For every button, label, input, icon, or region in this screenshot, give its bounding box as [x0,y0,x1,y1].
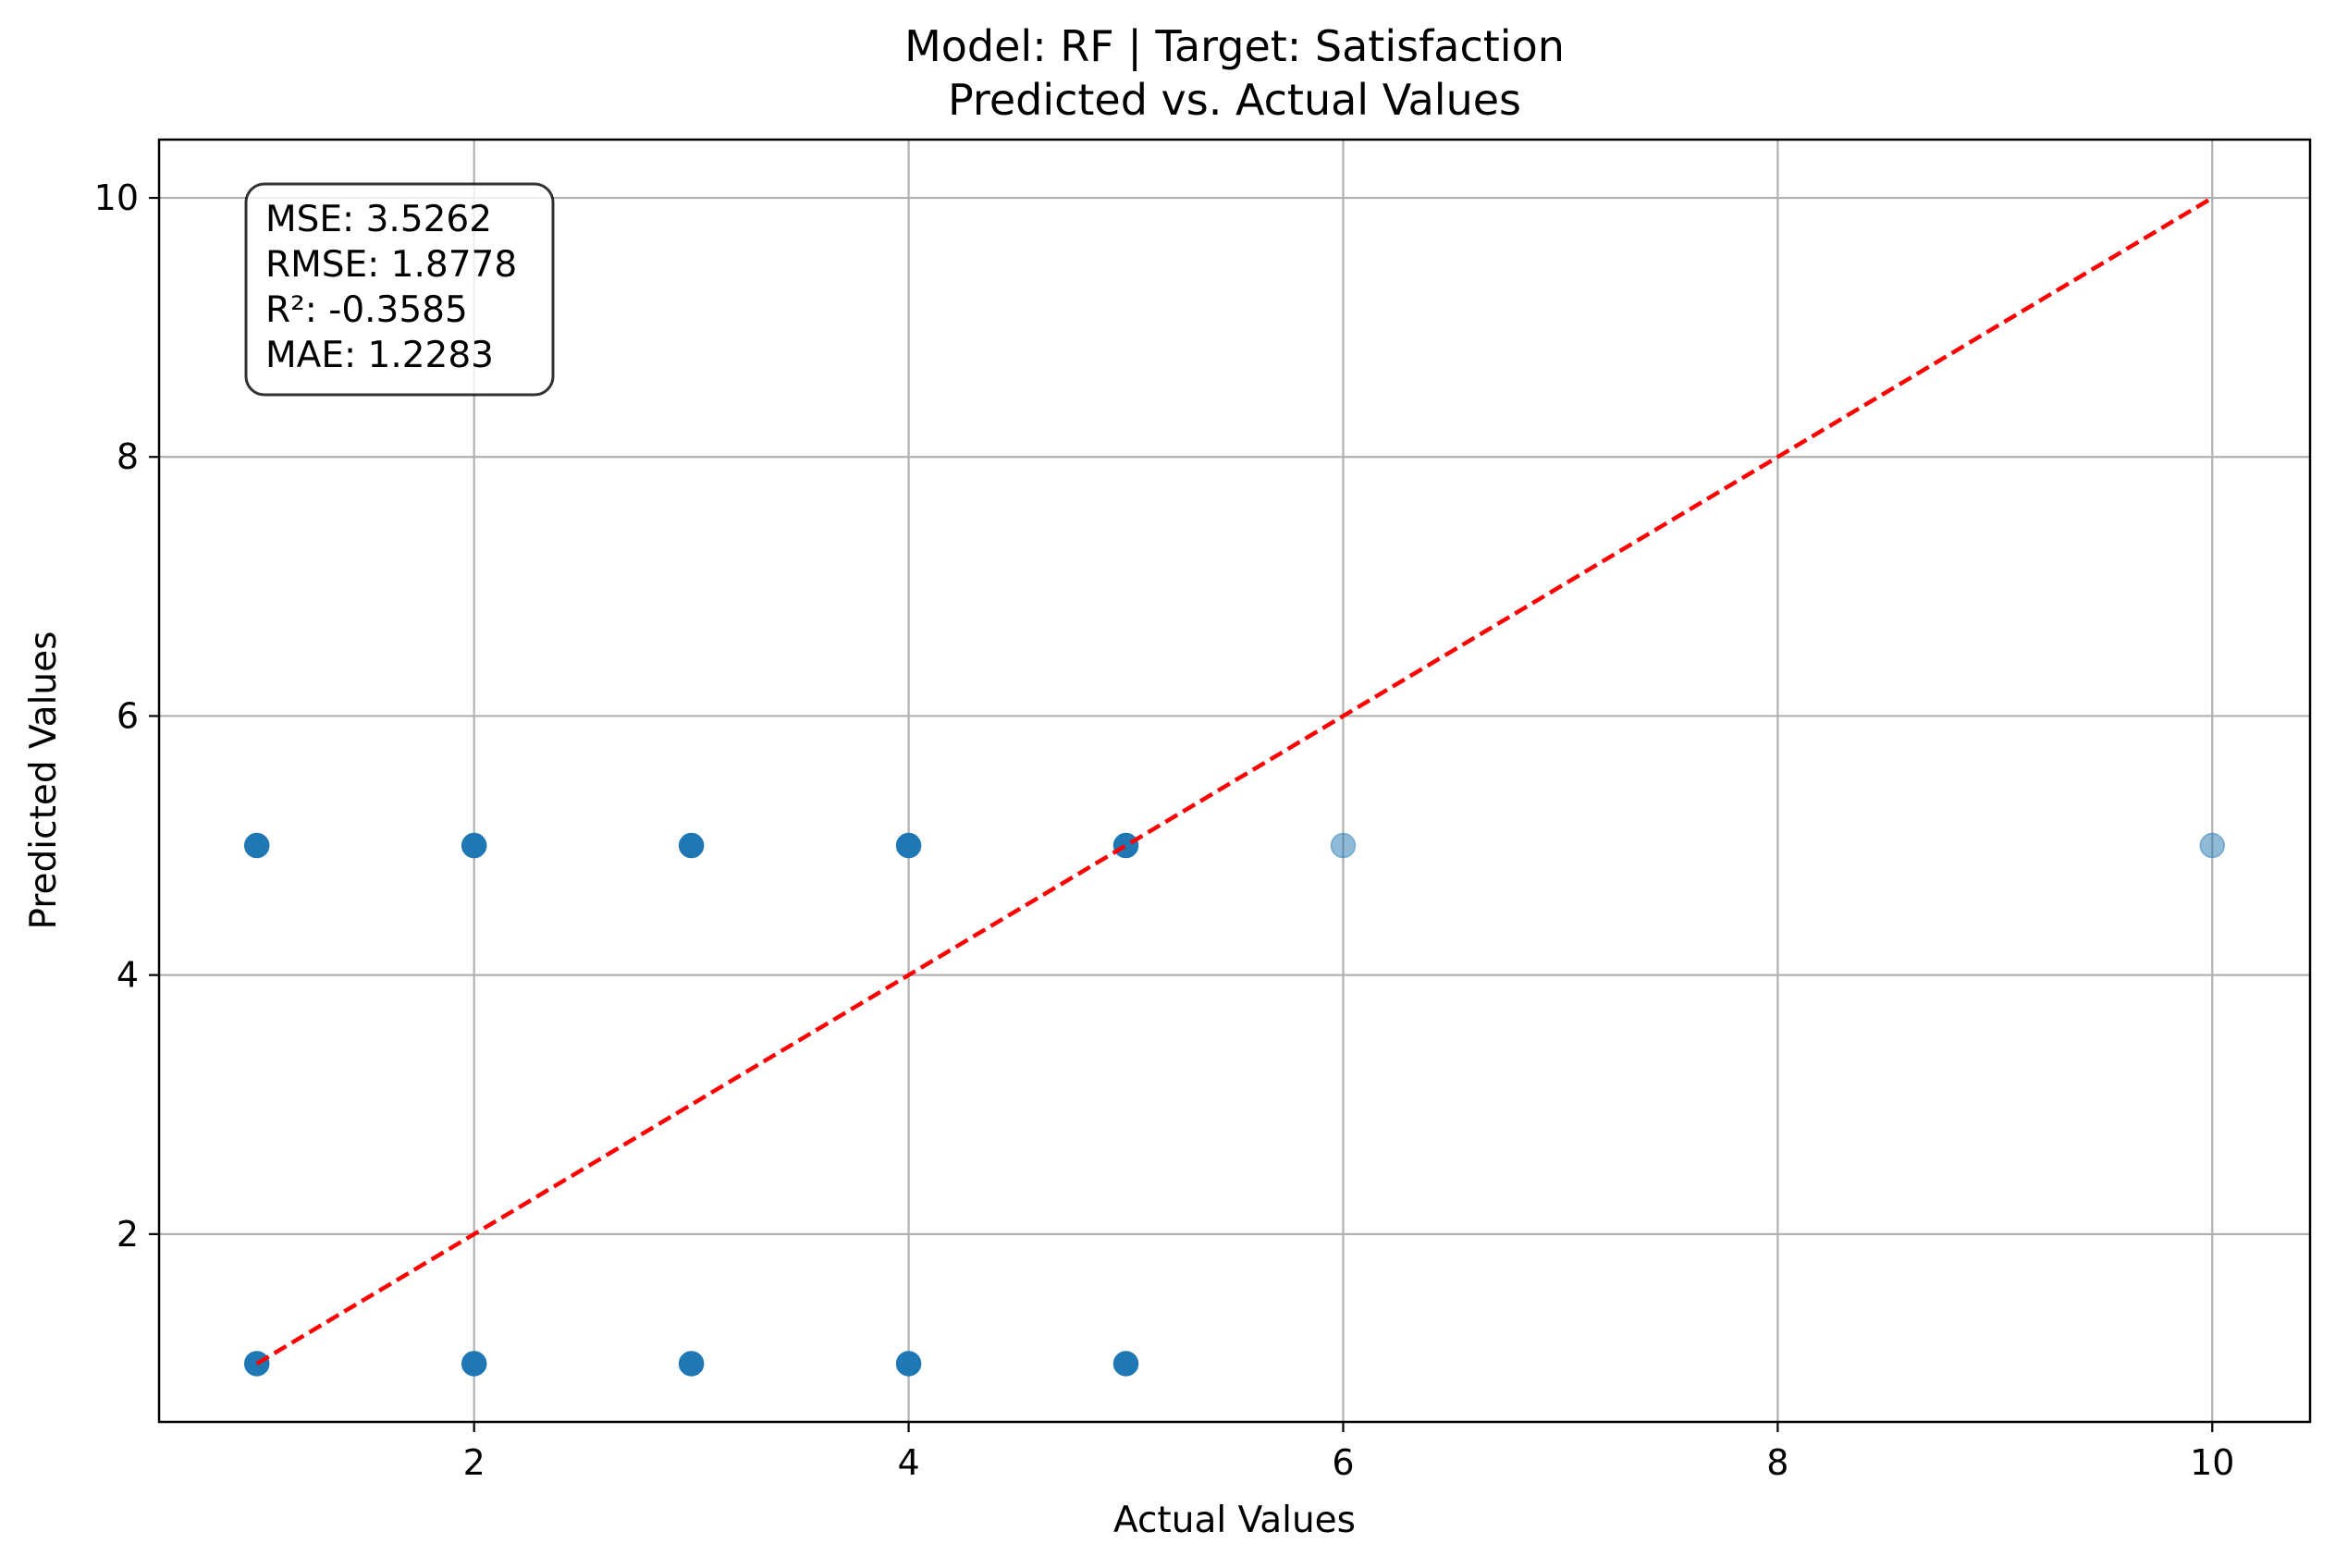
y-tick-label: 6 [117,695,139,736]
metric-mae: MAE: 1.2283 [265,335,494,376]
x-tick-label: 8 [1766,1442,1788,1483]
metrics-box-frame [244,182,555,397]
scatter-point [461,832,487,859]
scatter-point [678,1351,705,1377]
metrics-box: MSE: 3.5262 RMSE: 1.8778 R²: -0.3585 MAE… [244,182,555,397]
scatter-point [895,1351,922,1377]
x-tick-label: 6 [1332,1442,1354,1483]
grid [159,140,2310,1422]
x-axis-ticks: 2 4 6 8 10 [463,1422,2234,1483]
x-tick-label: 10 [2190,1442,2234,1483]
scatter-point [678,832,705,859]
y-axis-ticks: 2 4 6 8 10 [94,178,159,1255]
chart-subtitle: Predicted vs. Actual Values [948,75,1521,125]
x-tick-label: 2 [463,1442,485,1483]
reference-line [255,196,2214,1366]
metric-rmse: RMSE: 1.8778 [265,244,517,286]
scatter-points [243,832,2226,1377]
scatter-point [243,832,270,859]
scatter-point [1112,832,1139,859]
metric-mse: MSE: 3.5262 [265,199,492,240]
x-tick-label: 4 [897,1442,919,1483]
y-axis-label: Predicted Values [23,631,65,930]
y-tick-label: 4 [117,955,139,996]
y-tick-label: 8 [117,436,139,477]
scatter-point [1112,1351,1139,1377]
scatter-point [461,1351,487,1377]
scatter-point [2199,832,2226,859]
scatter-point [895,832,922,859]
metric-r2: R²: -0.3585 [265,289,468,331]
x-axis-label: Actual Values [1113,1500,1356,1541]
y-tick-label: 10 [94,178,139,218]
reference-line-group [255,196,2214,1366]
scatter-point [1330,832,1357,859]
chart-title: Model: RF | Target: Satisfaction [904,21,1565,72]
y-tick-label: 2 [117,1214,139,1255]
plot-frame [157,138,2312,1424]
